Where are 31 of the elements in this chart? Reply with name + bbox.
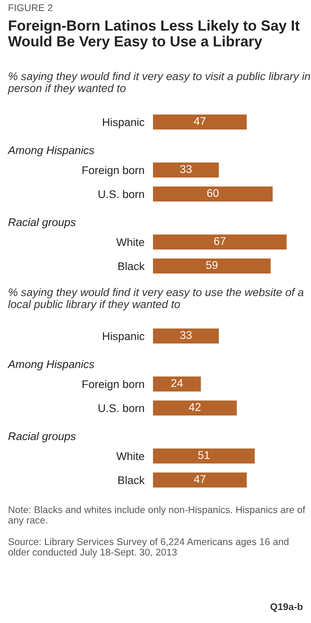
- data-label: 24: [171, 379, 183, 387]
- text: Among Hispanics: [7, 146, 94, 156]
- data-label: 42: [188, 403, 201, 411]
- data-label: 67: [214, 237, 226, 245]
- text: Q19a-b: [270, 603, 303, 612]
- y-tick-label: White: [116, 238, 144, 246]
- data-label: 33: [180, 331, 192, 339]
- text: Racial groups: [8, 432, 76, 442]
- y-tick-label: Foreign born: [82, 380, 144, 390]
- y-tick-label: Hispanic: [102, 118, 144, 128]
- data-label: 51: [198, 451, 210, 459]
- text: Racial groups: [8, 218, 76, 228]
- data-label: 33: [180, 165, 192, 173]
- y-tick-label: Foreign born: [82, 166, 144, 176]
- data-label: 47: [194, 117, 206, 125]
- caption: FIGURE 2: [8, 4, 52, 12]
- data-label: 60: [207, 189, 219, 197]
- y-tick-label: U.S. born: [98, 404, 144, 412]
- y-tick-label: Black: [118, 262, 145, 270]
- y-tick-label: Black: [118, 476, 145, 484]
- chart-subtitle: % saying they would find it very easy to use the website of a local public library if they wanted to: [8, 288, 304, 310]
- source-note: Source: Library Services Survey of 6,224 Americans ages 16 and older conducted July 18-Sept. 30, 2013: [8, 538, 288, 558]
- data-label: 59: [206, 261, 218, 269]
- data-label: 47: [194, 475, 206, 483]
- text: Among Hispanics: [7, 360, 94, 370]
- chart-subtitle: % saying they would find it very easy to visit a public library in person if they wanted to: [8, 72, 310, 94]
- y-tick-label: U.S. born: [98, 190, 144, 198]
- y-tick-label: Hispanic: [102, 332, 144, 342]
- y-tick-label: White: [116, 452, 144, 460]
- chart-title: Foreign-Born Latinos Less Likely to Say It Would Be Very Easy to Use a Library: [8, 20, 300, 50]
- text: Note: Blacks and whites include only non-Hispanics. Hispanics are of any race.: [8, 506, 306, 526]
